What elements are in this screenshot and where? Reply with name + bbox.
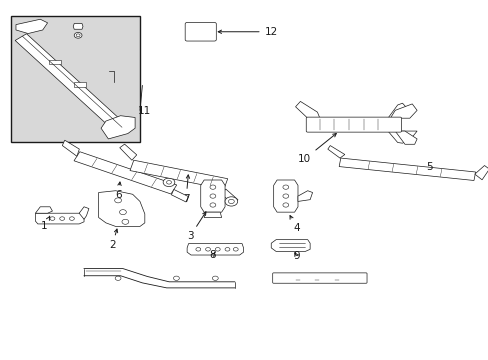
Text: 9: 9 [293, 251, 299, 261]
Polygon shape [187, 244, 243, 255]
Polygon shape [387, 131, 416, 143]
Circle shape [224, 248, 229, 251]
Circle shape [324, 276, 329, 279]
Polygon shape [74, 82, 86, 87]
Polygon shape [387, 103, 407, 118]
Circle shape [74, 32, 82, 38]
FancyBboxPatch shape [305, 117, 401, 132]
Text: 8: 8 [209, 250, 216, 260]
Polygon shape [99, 191, 144, 226]
Circle shape [173, 276, 179, 280]
Text: 2: 2 [109, 229, 118, 250]
Circle shape [60, 217, 64, 220]
Polygon shape [74, 152, 176, 194]
Circle shape [343, 122, 349, 127]
Text: 5: 5 [425, 162, 432, 172]
Polygon shape [389, 104, 416, 118]
Circle shape [323, 122, 330, 127]
Polygon shape [273, 180, 297, 212]
Circle shape [115, 276, 121, 280]
Circle shape [205, 248, 210, 251]
Polygon shape [49, 60, 61, 64]
Circle shape [283, 203, 288, 207]
Circle shape [69, 217, 74, 220]
Polygon shape [15, 34, 126, 131]
Circle shape [196, 248, 201, 251]
Text: 11: 11 [138, 106, 151, 116]
Polygon shape [327, 145, 344, 158]
Polygon shape [199, 27, 202, 37]
Polygon shape [62, 140, 79, 156]
Polygon shape [35, 207, 52, 213]
Circle shape [283, 194, 288, 198]
Polygon shape [193, 27, 196, 37]
Polygon shape [35, 213, 84, 224]
Circle shape [212, 276, 218, 280]
Circle shape [283, 185, 288, 189]
Circle shape [209, 194, 215, 198]
Circle shape [344, 276, 348, 279]
FancyBboxPatch shape [185, 22, 216, 41]
Polygon shape [130, 160, 227, 189]
Polygon shape [394, 131, 416, 144]
Bar [11, 16, 140, 143]
Circle shape [166, 180, 171, 184]
Circle shape [362, 122, 369, 127]
Text: 3: 3 [186, 212, 205, 242]
Text: 6: 6 [115, 182, 121, 201]
Circle shape [115, 198, 121, 203]
Polygon shape [171, 189, 188, 202]
Polygon shape [271, 240, 309, 251]
FancyBboxPatch shape [272, 273, 366, 283]
Polygon shape [295, 102, 319, 118]
Polygon shape [79, 207, 89, 219]
Text: 4: 4 [289, 216, 299, 233]
Circle shape [119, 210, 126, 215]
Text: 1: 1 [41, 216, 50, 231]
Text: 7: 7 [183, 175, 189, 204]
Circle shape [228, 199, 234, 203]
Polygon shape [204, 27, 207, 37]
Polygon shape [221, 189, 238, 203]
Polygon shape [16, 19, 47, 33]
Circle shape [233, 248, 238, 251]
Polygon shape [73, 23, 83, 29]
Circle shape [305, 276, 309, 279]
Polygon shape [201, 180, 224, 212]
Circle shape [209, 185, 215, 189]
Polygon shape [297, 191, 312, 202]
Circle shape [215, 248, 220, 251]
Circle shape [224, 197, 237, 206]
Circle shape [122, 219, 128, 224]
Text: 12: 12 [218, 27, 277, 37]
Circle shape [163, 178, 175, 186]
Circle shape [76, 34, 80, 37]
Circle shape [285, 276, 290, 279]
Polygon shape [203, 212, 221, 217]
Text: 10: 10 [297, 134, 336, 164]
Polygon shape [339, 158, 475, 180]
Polygon shape [120, 144, 137, 160]
Circle shape [50, 217, 55, 220]
Polygon shape [474, 166, 488, 180]
Circle shape [209, 203, 215, 207]
Polygon shape [101, 116, 135, 139]
